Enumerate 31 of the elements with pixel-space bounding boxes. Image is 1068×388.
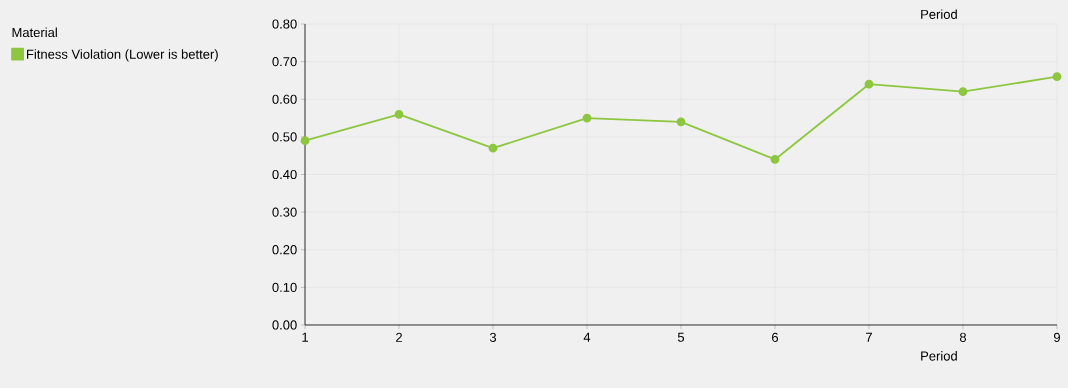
y-tick-label: 0.80: [272, 19, 297, 29]
point: [582, 113, 592, 123]
y-tick-label: 0.40: [272, 169, 297, 180]
y-tick-label: 0.70: [272, 57, 297, 67]
x-axis-title: Period: [921, 351, 957, 361]
x-tick-label: 1: [302, 332, 308, 342]
point: [1052, 72, 1062, 82]
x-tick-label: 6: [772, 332, 779, 342]
point: [676, 117, 686, 127]
point: [958, 87, 968, 97]
point: [864, 79, 874, 89]
y-tick-label: 0.60: [272, 94, 297, 104]
x-tick-label: 5: [677, 332, 685, 342]
x-tick-label: 7: [866, 332, 872, 342]
y-tick-label: 0.20: [272, 245, 297, 255]
point: [300, 136, 310, 146]
point: [770, 155, 780, 164]
x2-axis-title: Period: [921, 9, 957, 19]
x-tick-label: 4: [583, 332, 591, 342]
x-tick-label: 3: [489, 332, 497, 342]
y-tick-label: 0.50: [272, 132, 297, 142]
point: [394, 109, 404, 119]
point: [488, 143, 498, 153]
y-tick-label: 0.30: [272, 207, 297, 217]
y-tick-label: 0.00: [272, 320, 297, 330]
x-tick-label: 2: [396, 332, 402, 342]
y-tick-label: 0.10: [272, 282, 297, 292]
x-tick-label: 8: [959, 332, 967, 342]
x-tick-label: 9: [1053, 332, 1060, 342]
legend-label: Fitness Violation (Lower is better): [27, 49, 218, 62]
legend-title: Material: [12, 27, 57, 38]
